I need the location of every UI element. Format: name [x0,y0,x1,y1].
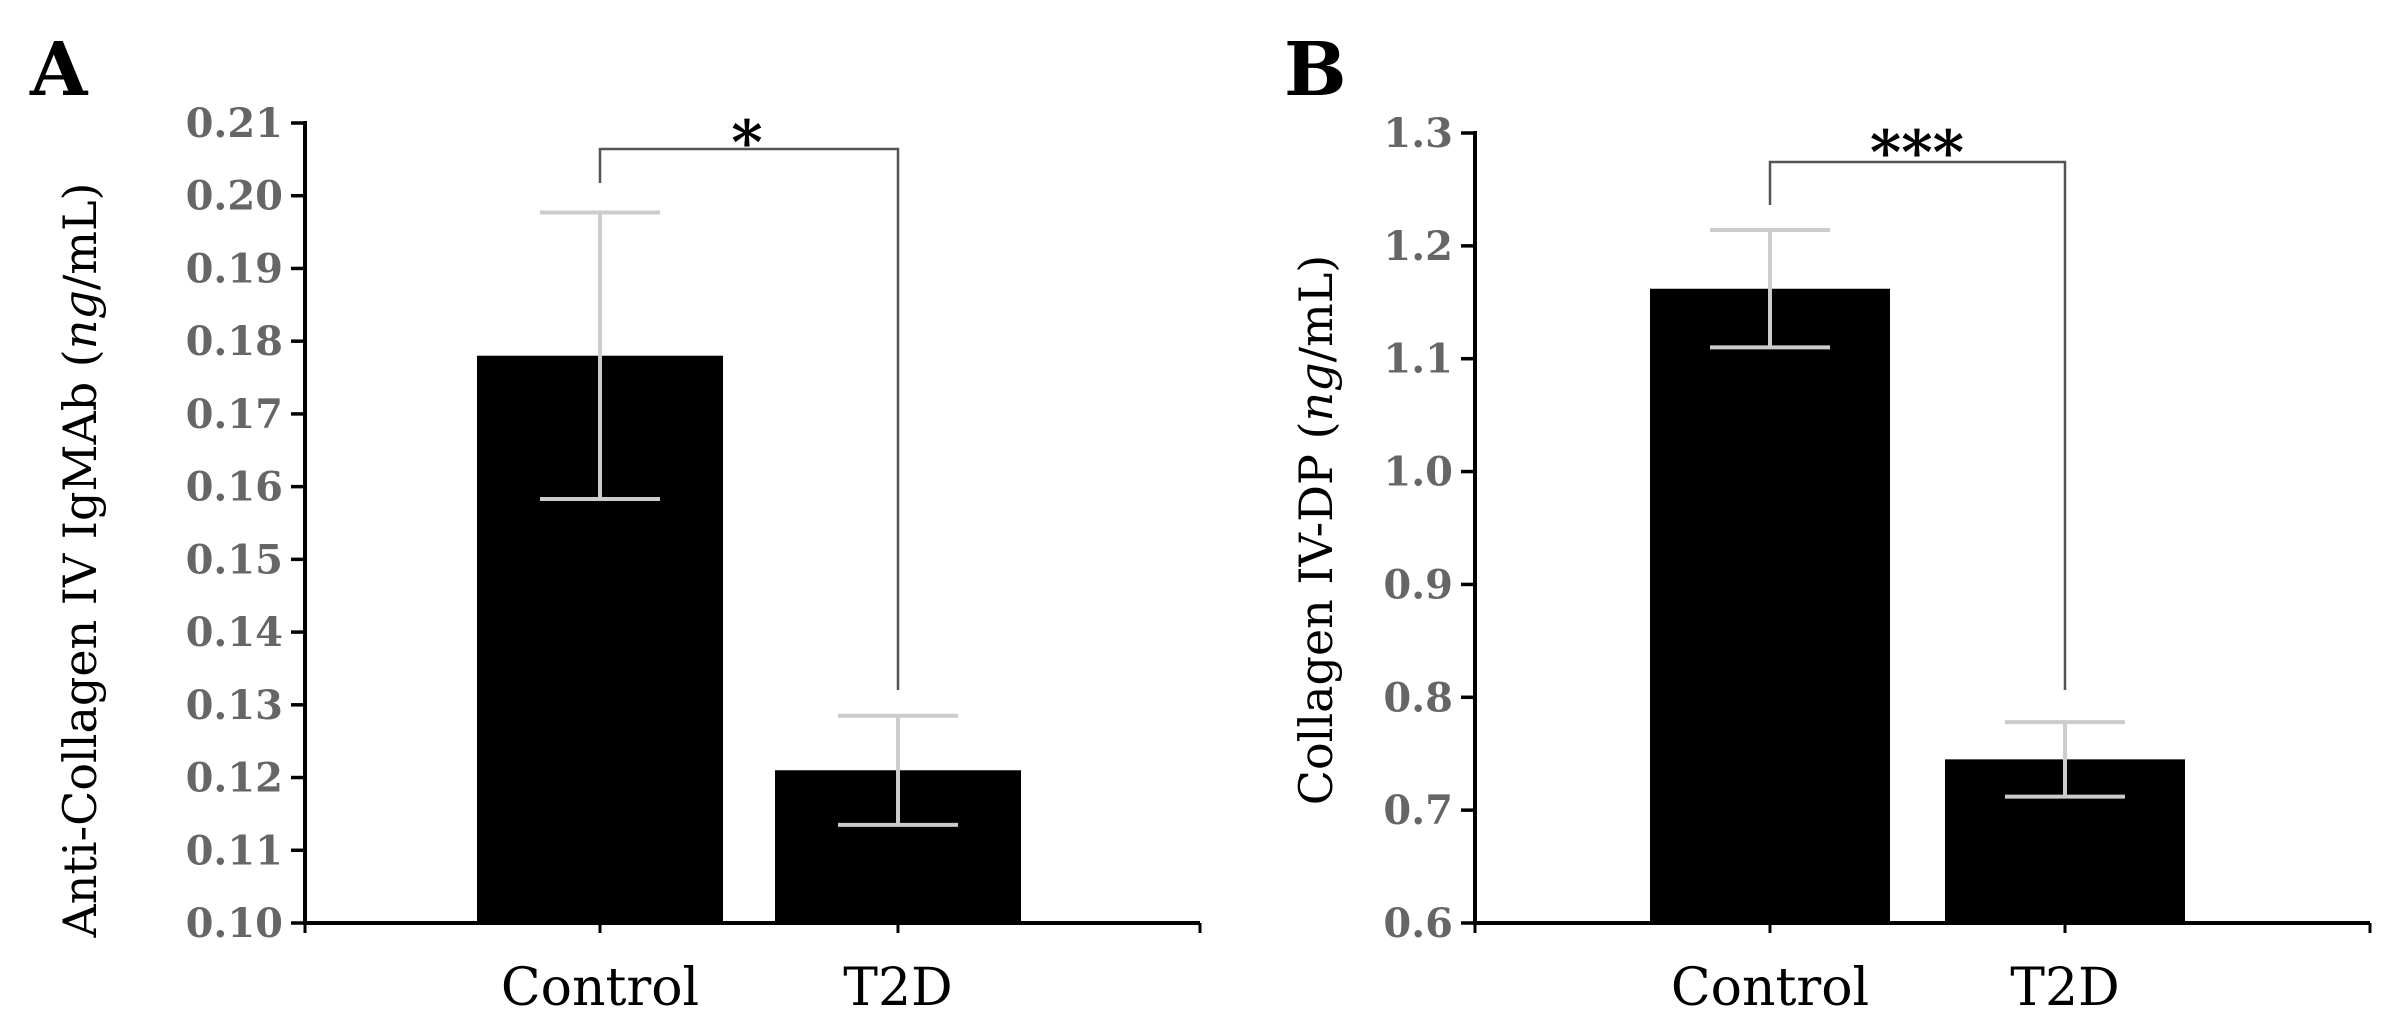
significance-bracket [1768,160,2067,690]
y-tick-label: 0.8 [1383,674,1453,721]
y-tick-label: 0.20 [186,173,283,220]
error-bar-t2d [2005,720,2125,799]
x-tick-label-t2d: T2D [843,958,952,1018]
y-tick-label: 0.9 [1383,561,1453,608]
y-tick-label: 0.15 [186,536,283,583]
error-bar-control [540,210,660,501]
y-tick-label: 0.10 [186,900,283,947]
y-tick-label: 0.7 [1383,787,1453,834]
y-axis-title: Collagen IV-DP (ng/mL) [1289,255,1343,805]
panel-letter-a: A [29,27,89,113]
y-tick-label: 0.14 [186,609,283,656]
y-axis-title: Anti-Collagen IV IgMAb (ng/mL) [53,183,107,939]
y-tick-label: 0.13 [186,682,283,729]
x-tick-label-control: Control [501,958,699,1018]
y-tick-label: 0.12 [186,755,283,802]
significance-bracket [598,147,900,690]
significance-marker: * [731,108,762,178]
y-tick-label: 1.3 [1383,110,1453,157]
y-tick-label: 0.18 [186,318,283,365]
y-tick-label: 0.6 [1383,900,1453,947]
y-tick-label: 0.11 [186,827,283,874]
y-tick-label: 1.0 [1383,449,1453,496]
y-tick-label: 0.19 [186,245,283,292]
significance-marker: *** [1870,118,1964,188]
x-tick-label-control: Control [1671,958,1869,1018]
y-tick-label: 0.21 [186,100,283,147]
x-tick-label-t2d: T2D [2010,958,2119,1018]
y-tick-label: 1.1 [1383,336,1453,383]
y-tick-label: 0.16 [186,464,283,511]
panel-b: B Collagen IV-DP (ng/mL) *** 0.6 0.7 0.8 0.9… [1284,27,2372,1018]
panel-letter-b: B [1284,27,1347,113]
y-tick-label: 1.2 [1383,223,1453,270]
bar-control [1650,288,1890,923]
y-tick-label: 0.17 [186,391,283,438]
error-bar-control [1710,228,1830,350]
panel-a: A Anti-Collagen IV IgMAb (ng/mL) * 0.10 0.… [29,27,1202,1018]
error-bar-t2d [838,713,958,827]
